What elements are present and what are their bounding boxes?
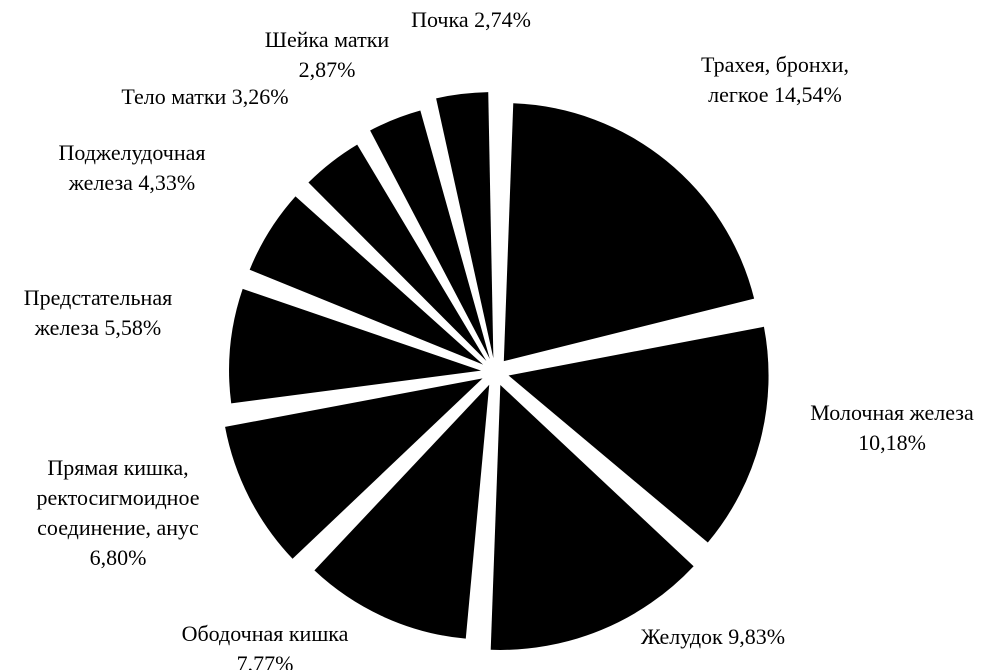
slice-label-line: Желудок 9,83%	[641, 624, 785, 649]
slice-label-line: легкое 14,54%	[708, 82, 842, 107]
pie-slice	[229, 288, 482, 404]
slice-label-line: 7,77%	[237, 651, 294, 670]
slice-label: Ободочная кишка 7,77%	[182, 621, 349, 670]
slice-label-line: Предстательная	[24, 285, 172, 310]
pie-slice	[249, 196, 484, 365]
pie-slices	[225, 92, 769, 650]
slice-label-line: ректосигмоидное	[36, 485, 199, 510]
pie-slice	[225, 378, 483, 559]
slice-label-line: Трахея, бронхи,	[701, 52, 849, 77]
slice-label-line: Шейка матки	[265, 27, 390, 52]
slice-label-line: Поджелудочная	[58, 140, 205, 165]
slice-label-line: соединение, анус	[37, 515, 199, 540]
slice-label: Прямая кишка, ректосигмоидное соединение, …	[36, 455, 199, 570]
pie-slice	[314, 384, 490, 639]
slice-label: Молочная железа 10,18%	[810, 400, 974, 455]
slice-label: Почка 2,74%	[411, 7, 531, 32]
pie-slice	[508, 326, 769, 543]
pie-slice	[503, 103, 755, 362]
slice-label-line: Молочная железа	[810, 400, 974, 425]
slice-label-line: Прямая кишка,	[47, 455, 188, 480]
pie-slice	[370, 110, 490, 359]
pie-slice	[490, 384, 694, 650]
slice-label: Тело матки 3,26%	[121, 84, 288, 109]
slice-label-line: Почка 2,74%	[411, 7, 531, 32]
slice-label: Шейка матки 2,87%	[265, 27, 390, 82]
slice-label-line: Тело матки 3,26%	[121, 84, 288, 109]
slice-label-line: 10,18%	[858, 430, 926, 455]
slice-label: Трахея, бронхи, легкое 14,54%	[701, 52, 849, 107]
slice-label: Желудок 9,83%	[641, 624, 785, 649]
slice-label-line: железа 5,58%	[34, 315, 161, 340]
slice-label-line: Ободочная кишка	[182, 621, 349, 646]
slice-label-line: 2,87%	[299, 57, 356, 82]
pie-slice	[436, 92, 494, 359]
slice-label: Поджелудочная железа 4,33%	[58, 140, 205, 195]
slice-label-line: железа 4,33%	[68, 170, 195, 195]
pie-slice	[308, 144, 487, 361]
slice-label-line: 6,80%	[90, 545, 147, 570]
pie-labels: Трахея, бронхи, легкое 14,54% Молочная жел…	[24, 7, 974, 670]
slice-label: Предстательная железа 5,58%	[24, 285, 172, 340]
